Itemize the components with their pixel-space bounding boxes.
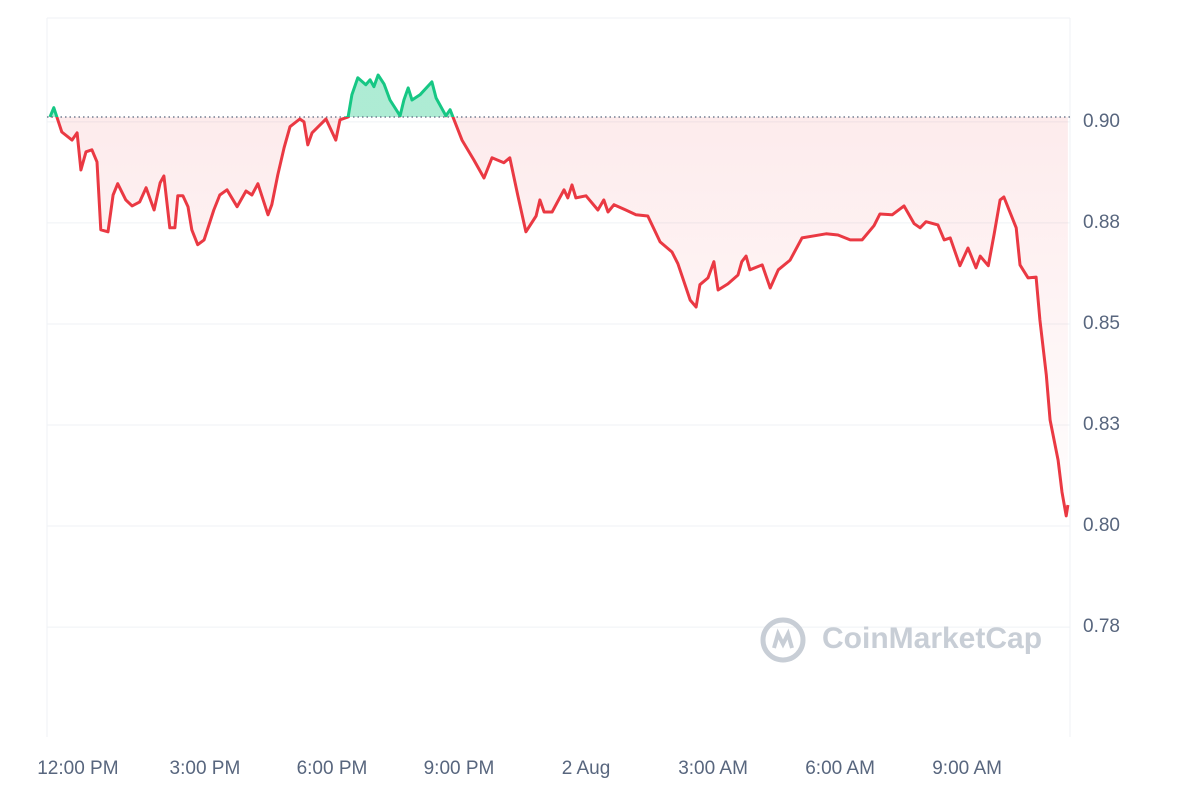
x-tick-label: 9:00 AM <box>932 758 1002 779</box>
x-tick-label: 3:00 AM <box>678 758 748 779</box>
y-tick-label: 0.80 <box>1083 515 1120 536</box>
y-tick-label: 0.90 <box>1083 111 1120 132</box>
price-line <box>48 73 1070 518</box>
watermark: CoinMarketCap <box>822 622 1042 655</box>
x-tick-label: 9:00 PM <box>424 758 495 779</box>
watermark-logo <box>760 617 806 663</box>
price-area <box>49 75 1068 516</box>
x-tick-label: 6:00 PM <box>297 758 368 779</box>
y-tick-label: 0.78 <box>1083 616 1120 637</box>
x-tick-label: 3:00 PM <box>170 758 241 779</box>
y-tick-label: 0.88 <box>1083 212 1120 233</box>
x-tick-label: 2 Aug <box>562 758 611 779</box>
x-tick-label: 6:00 AM <box>805 758 875 779</box>
y-tick-label: 0.83 <box>1083 414 1120 435</box>
x-tick-label: 12:00 PM <box>37 758 118 779</box>
y-tick-label: 0.85 <box>1083 313 1120 334</box>
